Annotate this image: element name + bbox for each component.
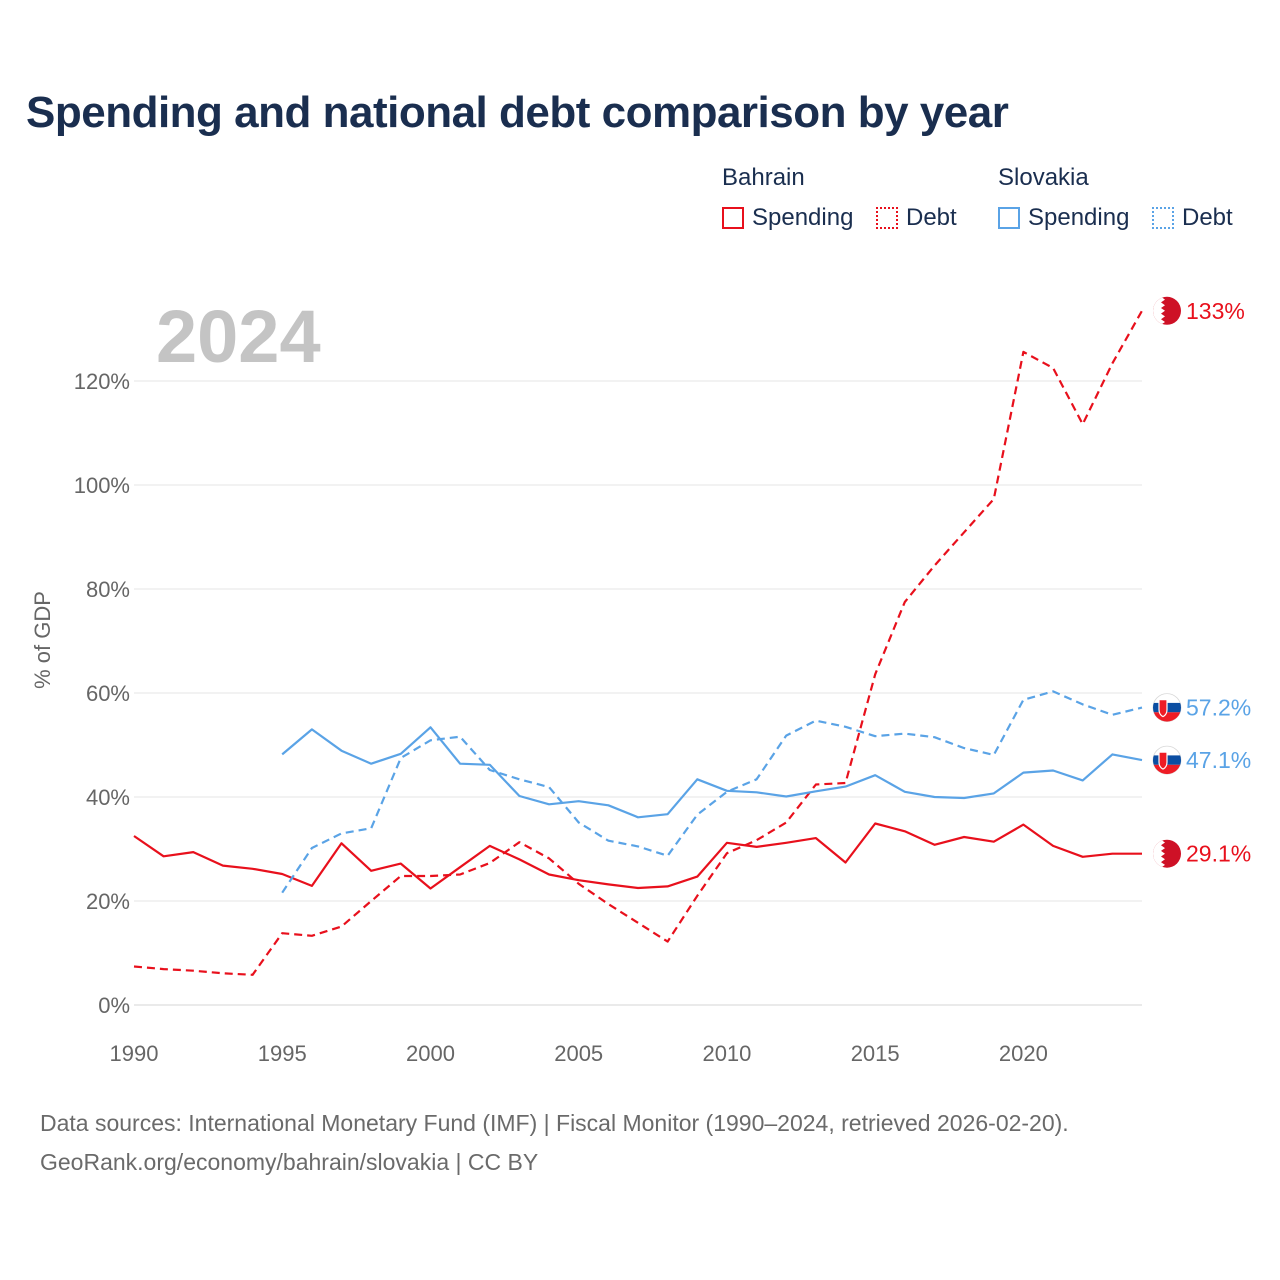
y-tick-label-80: 80% bbox=[86, 577, 130, 602]
y-axis-ticks: 0% 20% 40% 60% 80% 100% 120% bbox=[74, 369, 130, 1018]
x-tick-label-2020: 2020 bbox=[999, 1041, 1048, 1066]
y-tick-label-60: 60% bbox=[86, 681, 130, 706]
bahrain-flag-serrated-band bbox=[1153, 839, 1165, 868]
slovakia-flag-shield bbox=[1158, 751, 1168, 770]
legend-group-slovakia: Slovakia bbox=[998, 164, 1089, 191]
x-tick-label-1990: 1990 bbox=[110, 1041, 159, 1066]
x-tick-label-2015: 2015 bbox=[851, 1041, 900, 1066]
year-watermark: 2024 bbox=[156, 295, 321, 378]
end-label-slovakia-spending: 47.1% bbox=[1186, 747, 1251, 773]
series-line-slovakia-debt bbox=[281, 690, 1143, 894]
legend-item-bahrain-debt[interactable]: Debt bbox=[876, 204, 957, 232]
end-label-bahrain-debt: 133% bbox=[1186, 298, 1245, 324]
legend-label-slovakia-debt: Debt bbox=[1182, 204, 1233, 231]
x-axis-ticks: 1990 1995 2000 2005 2010 2015 2020 bbox=[110, 1041, 1048, 1066]
legend-swatch-slovakia-debt bbox=[1152, 207, 1174, 229]
chart-title: Spending and national debt comparison by… bbox=[26, 88, 1009, 137]
end-markers: 29.1% 133% 47.1% 57.2% bbox=[1152, 296, 1251, 868]
x-tick-label-2005: 2005 bbox=[554, 1041, 603, 1066]
legend-item-bahrain-spending[interactable]: Spending bbox=[722, 204, 853, 232]
x-tick-label-2000: 2000 bbox=[406, 1041, 455, 1066]
grid-layer bbox=[134, 380, 1142, 1006]
series-layer bbox=[133, 310, 1143, 976]
flag-marker-bahrain-debt bbox=[1153, 296, 1181, 325]
end-label-bahrain-spending: 29.1% bbox=[1186, 841, 1251, 867]
legend-label-bahrain-spending: Spending bbox=[752, 204, 854, 231]
flag-marker-bahrain-spending bbox=[1153, 839, 1181, 868]
slovakia-flag-red-band bbox=[1153, 764, 1181, 775]
series-line-slovakia-spending bbox=[281, 726, 1143, 819]
slovakia-flag-shield bbox=[1158, 698, 1168, 718]
legend-label-bahrain-debt: Debt bbox=[906, 204, 957, 231]
footer-source: Data sources: International Monetary Fun… bbox=[40, 1110, 1069, 1136]
flag-marker-slovakia-spending bbox=[1152, 745, 1182, 775]
legend-swatch-bahrain-debt bbox=[876, 207, 898, 229]
legend-item-slovakia-spending[interactable]: Spending bbox=[998, 204, 1129, 232]
legend: Bahrain Spending Debt Slovakia Spending … bbox=[0, 160, 1280, 240]
legend-label-slovakia-spending: Spending bbox=[1028, 204, 1130, 231]
x-tick-label-2010: 2010 bbox=[702, 1041, 751, 1066]
series-line-bahrain-debt bbox=[133, 310, 1143, 976]
y-tick-label-120: 120% bbox=[74, 369, 130, 394]
flag-marker-slovakia-debt bbox=[1152, 693, 1182, 722]
footer: Data sources: International Monetary Fun… bbox=[40, 1104, 1069, 1182]
footer-link[interactable]: GeoRank.org/economy/bahrain/slovakia | C… bbox=[40, 1149, 539, 1175]
y-tick-label-100: 100% bbox=[74, 473, 130, 498]
legend-swatch-bahrain-spending bbox=[722, 207, 744, 229]
slovakia-flag-red-band bbox=[1153, 712, 1181, 722]
legend-swatch-slovakia-spending bbox=[998, 207, 1020, 229]
y-tick-label-40: 40% bbox=[86, 785, 130, 810]
x-tick-label-1995: 1995 bbox=[258, 1041, 307, 1066]
series-line-bahrain-spending bbox=[133, 822, 1142, 890]
y-tick-label-20: 20% bbox=[86, 889, 130, 914]
legend-item-slovakia-debt[interactable]: Debt bbox=[1152, 204, 1233, 232]
legend-group-bahrain: Bahrain bbox=[722, 164, 805, 191]
y-axis-title: % of GDP bbox=[30, 591, 55, 689]
bahrain-flag-serrated-band bbox=[1153, 296, 1165, 325]
end-label-slovakia-debt: 57.2% bbox=[1186, 695, 1251, 721]
y-tick-label-0: 0% bbox=[98, 993, 130, 1018]
